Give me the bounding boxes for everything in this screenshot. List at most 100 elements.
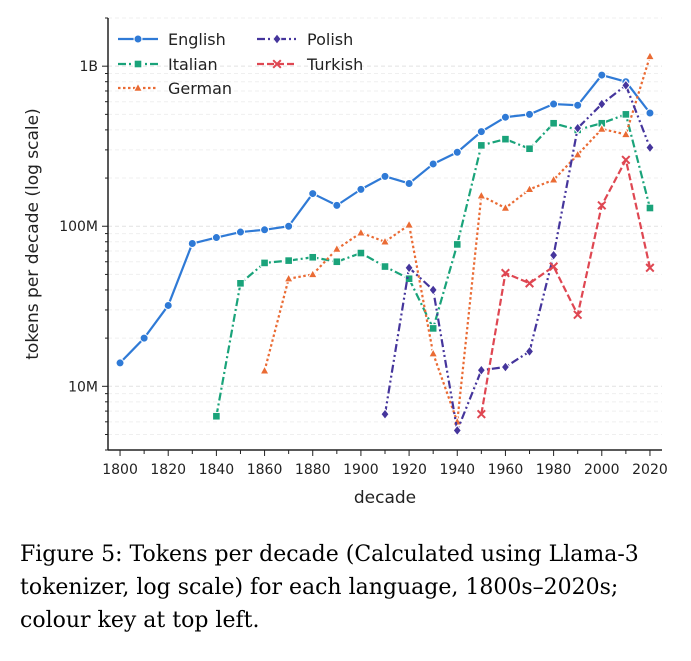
x-tick-label: 2000	[584, 462, 620, 478]
data-point-italian	[212, 411, 221, 421]
data-point-english	[356, 184, 366, 194]
data-point-english	[380, 171, 390, 181]
data-point-polish	[476, 364, 486, 377]
series-line-german	[263, 56, 652, 423]
data-point-turkish	[525, 278, 535, 288]
data-point-english	[260, 225, 270, 235]
data-point-turkish	[573, 310, 583, 320]
x-tick-label: 1940	[439, 462, 475, 478]
data-point-polish	[645, 141, 655, 154]
data-point-german	[500, 202, 511, 212]
data-point-italian	[356, 248, 366, 258]
data-point-italian	[452, 240, 462, 249]
data-point-turkish	[500, 268, 510, 278]
data-point-polish	[524, 345, 535, 358]
x-tick-label: 1920	[391, 462, 427, 478]
figure-caption: Figure 5: Tokens per decade (Calculated …	[20, 542, 639, 633]
data-point-german	[403, 219, 415, 229]
data-point-german	[548, 174, 559, 184]
data-point-polish	[573, 122, 583, 134]
legend-marker-italian	[133, 59, 143, 69]
series-english	[115, 70, 655, 368]
data-point-polish	[380, 408, 390, 420]
x-tick-label: 1900	[343, 462, 379, 478]
legend-item-turkish: Turkish	[257, 55, 363, 74]
data-point-english	[235, 227, 245, 237]
data-point-english	[284, 221, 294, 231]
data-point-italian	[332, 257, 342, 267]
legend-item-german: German	[118, 79, 232, 98]
data-point-italian	[477, 141, 486, 150]
data-point-german	[283, 273, 294, 283]
y-tick-label: 10M	[68, 379, 98, 395]
data-point-german	[379, 236, 391, 246]
data-point-turkish	[476, 409, 486, 419]
data-point-english	[332, 200, 342, 210]
data-point-polish	[548, 249, 559, 261]
legend-label-italian: Italian	[168, 55, 218, 74]
data-point-polish	[621, 79, 631, 92]
legend-item-italian: Italian	[118, 55, 218, 74]
data-point-german	[524, 183, 535, 194]
data-point-german	[572, 149, 583, 159]
data-point-polish	[597, 98, 607, 110]
series-line-turkish	[480, 158, 652, 415]
data-point-italian	[525, 144, 534, 154]
data-point-turkish	[645, 263, 655, 273]
y-tick-label: 100M	[59, 219, 98, 235]
data-point-italian	[428, 324, 438, 333]
data-point-german	[259, 365, 270, 375]
data-point-italian	[236, 279, 245, 288]
data-point-german	[644, 50, 656, 61]
data-point-german	[428, 347, 439, 358]
series-polish	[380, 79, 655, 437]
data-point-italian	[645, 203, 655, 213]
data-point-turkish	[621, 155, 631, 165]
data-point-english	[139, 333, 149, 343]
data-point-english	[428, 159, 438, 169]
data-point-italian	[260, 258, 269, 268]
series-line-polish	[383, 84, 651, 432]
data-point-english	[211, 233, 221, 243]
series-layer	[115, 50, 656, 437]
data-point-english	[525, 109, 535, 119]
x-tick-label: 1980	[536, 462, 572, 478]
data-point-polish	[428, 284, 438, 296]
legend-item-english: English	[118, 30, 226, 49]
y-tick-label: 1B	[79, 59, 98, 75]
data-point-italian	[501, 134, 510, 144]
x-tick-label: 1860	[247, 462, 283, 478]
legend-marker-turkish	[272, 59, 282, 69]
legend-label-polish: Polish	[307, 30, 353, 49]
data-point-german	[355, 227, 367, 237]
data-point-italian	[308, 252, 318, 262]
x-tick-label: 1820	[150, 462, 186, 478]
data-point-polish	[404, 262, 414, 274]
legend-label-german: German	[168, 79, 232, 98]
data-point-english	[308, 189, 318, 199]
legend-marker-english	[133, 34, 143, 44]
data-point-turkish	[549, 262, 559, 272]
x-axis-label: decade	[354, 488, 416, 508]
x-tick-label: 1840	[199, 462, 235, 478]
data-point-english	[597, 70, 607, 80]
data-point-english	[452, 147, 462, 157]
data-point-english	[500, 112, 510, 122]
data-point-polish	[500, 361, 511, 373]
data-point-italian	[284, 256, 293, 265]
data-point-italian	[380, 262, 390, 271]
data-point-english	[645, 108, 655, 118]
series-german	[259, 50, 656, 426]
legend-label-english: English	[168, 30, 226, 49]
data-point-italian	[404, 274, 414, 284]
x-ticks: 1800 1820 1840 1860 1880 1900 1920 1940 1960 1980…	[102, 450, 668, 478]
data-point-german	[620, 128, 632, 139]
data-point-german	[307, 268, 318, 279]
series-line-english	[119, 73, 651, 364]
data-point-turkish	[597, 200, 607, 210]
data-point-english	[115, 358, 125, 368]
data-point-german	[476, 190, 487, 200]
x-tick-label: 1960	[488, 462, 524, 478]
y-axis-label: tokens per decade (log scale)	[23, 108, 43, 360]
